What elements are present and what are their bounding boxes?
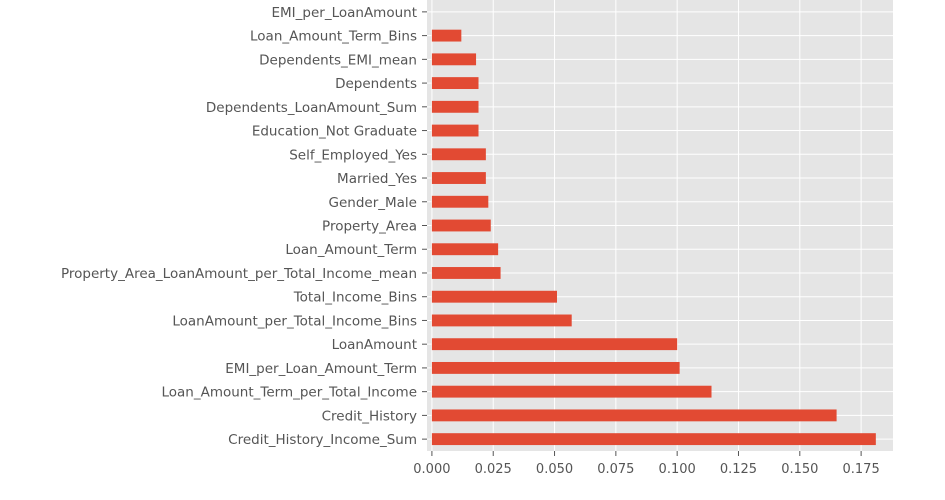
- x-tick-label: 0.075: [597, 462, 634, 477]
- bar: [431, 219, 491, 232]
- x-tick-label: 0.025: [475, 462, 512, 477]
- x-tick-label: 0.050: [536, 462, 573, 477]
- x-tick-label: 0.150: [781, 462, 818, 477]
- bar: [431, 53, 477, 66]
- y-tick-label: Loan_Amount_Term_per_Total_Income: [161, 385, 417, 401]
- bar: [431, 433, 876, 446]
- y-tick-label: Credit_History: [322, 408, 417, 424]
- y-tick-label: Self_Employed_Yes: [289, 147, 417, 163]
- bar: [431, 290, 557, 303]
- y-tick-label: Credit_History_Income_Sum: [228, 432, 417, 448]
- bar: [431, 195, 489, 208]
- bar: [431, 77, 479, 90]
- y-tick-label: Total_Income_Bins: [293, 290, 417, 306]
- bar: [431, 361, 680, 374]
- y-tick-label: Dependents_EMI_mean: [259, 52, 417, 68]
- y-tick-label: Loan_Amount_Term_Bins: [250, 29, 417, 45]
- bar: [431, 385, 712, 398]
- x-tick-label: 0.100: [659, 462, 696, 477]
- x-tick-label: 0.175: [843, 462, 880, 477]
- bar: [431, 314, 572, 327]
- x-axis: 0.000 0.025 0.050 0.075 0.100 0.125 0.150 0.175: [413, 451, 880, 477]
- y-tick-label: Gender_Male: [329, 195, 417, 211]
- bar: [431, 124, 479, 137]
- bar: [431, 29, 462, 42]
- bar: [431, 409, 837, 422]
- y-tick-label: EMI_per_LoanAmount: [271, 5, 417, 21]
- bar: [431, 267, 501, 279]
- y-tick-label: Loan_Amount_Term: [285, 242, 417, 258]
- y-tick-label: Property_Area: [322, 219, 417, 235]
- bar: [431, 100, 479, 113]
- bar: [431, 338, 678, 351]
- bar: [431, 172, 486, 184]
- y-tick-label: Dependents_LoanAmount_Sum: [206, 100, 417, 116]
- y-tick-label: LoanAmount: [332, 337, 417, 353]
- bar: [431, 243, 499, 256]
- y-axis: Credit_History_Income_Sum Credit_History L…: [61, 5, 427, 448]
- y-tick-label: Education_Not Graduate: [252, 124, 417, 140]
- y-tick-label: LoanAmount_per_Total_Income_Bins: [172, 313, 417, 329]
- x-tick-label: 0.125: [720, 462, 757, 477]
- bar: [431, 148, 486, 161]
- y-tick-label: Dependents: [335, 76, 417, 92]
- y-tick-label: EMI_per_Loan_Amount_Term: [225, 361, 417, 377]
- x-tick-label: 0.000: [413, 462, 450, 477]
- y-tick-label: Property_Area_LoanAmount_per_Total_Incom…: [61, 266, 417, 282]
- y-tick-label: Married_Yes: [337, 171, 417, 187]
- bars: [431, 5, 876, 446]
